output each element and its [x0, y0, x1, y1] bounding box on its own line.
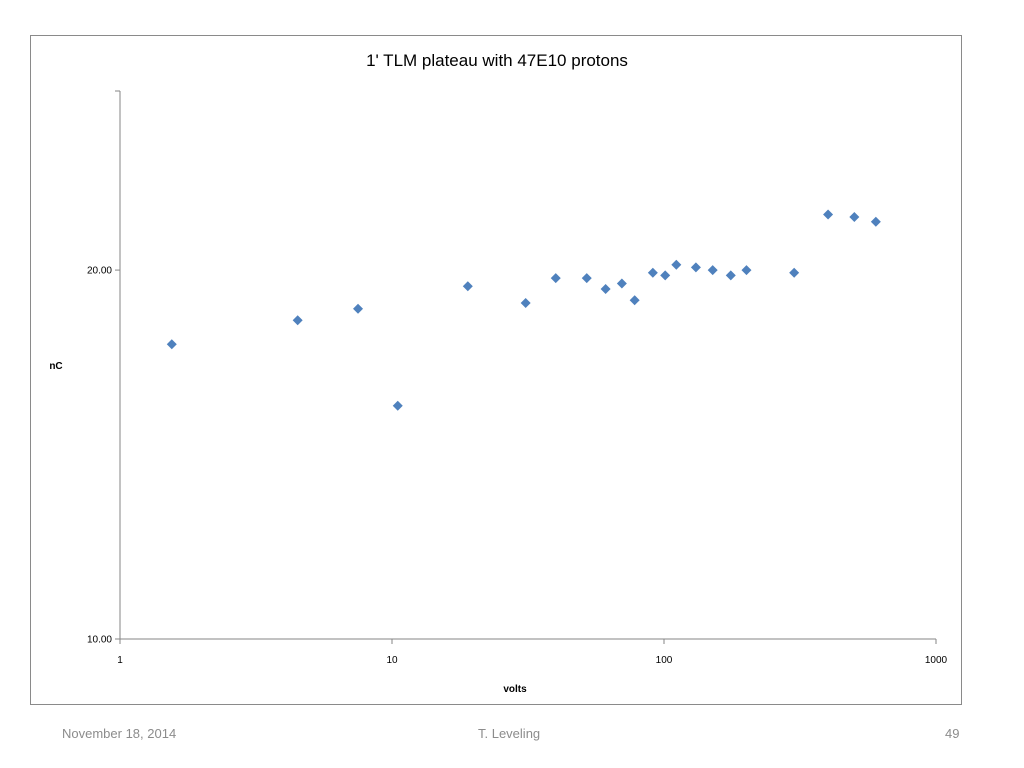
data-point: [166, 339, 177, 350]
data-point: [581, 273, 592, 284]
axes: 10.00 20.00 1 10 100 1000: [87, 90, 948, 666]
data-points: [166, 209, 881, 411]
chart-title: 1' TLM plateau with 47E10 protons: [366, 51, 628, 70]
data-point: [462, 281, 473, 292]
data-point: [600, 284, 611, 295]
data-point: [616, 278, 627, 289]
x-axis-label: volts: [503, 684, 527, 695]
y-axis-label: nC: [49, 361, 62, 372]
data-point: [823, 209, 834, 220]
data-point: [789, 267, 800, 278]
x-tick-label: 100: [656, 655, 673, 666]
scatter-chart: 1' TLM plateau with 47E10 protons 10.00 2…: [49, 51, 948, 695]
data-point: [392, 400, 403, 411]
data-point: [870, 216, 881, 227]
x-tick-label: 1: [117, 655, 123, 666]
data-point: [353, 303, 364, 314]
data-point: [725, 270, 736, 281]
footer-author: T. Leveling: [478, 726, 541, 741]
data-point: [629, 295, 640, 306]
data-point: [660, 270, 671, 281]
data-point: [849, 211, 860, 222]
data-point: [550, 273, 561, 284]
y-tick-label: 20.00: [87, 266, 112, 277]
data-point: [690, 262, 701, 273]
data-point: [647, 267, 658, 278]
data-point: [741, 265, 752, 276]
x-tick-label: 1000: [925, 655, 948, 666]
y-tick-label: 10.00: [87, 635, 112, 646]
data-point: [671, 259, 682, 270]
data-point: [707, 265, 718, 276]
x-tick-label: 10: [386, 655, 398, 666]
footer-date: November 18, 2014: [62, 726, 177, 741]
data-point: [292, 315, 303, 326]
footer-page-number: 49: [945, 726, 960, 741]
chart-frame: 1' TLM plateau with 47E10 protons 10.00 2…: [30, 35, 962, 705]
data-point: [520, 298, 531, 309]
